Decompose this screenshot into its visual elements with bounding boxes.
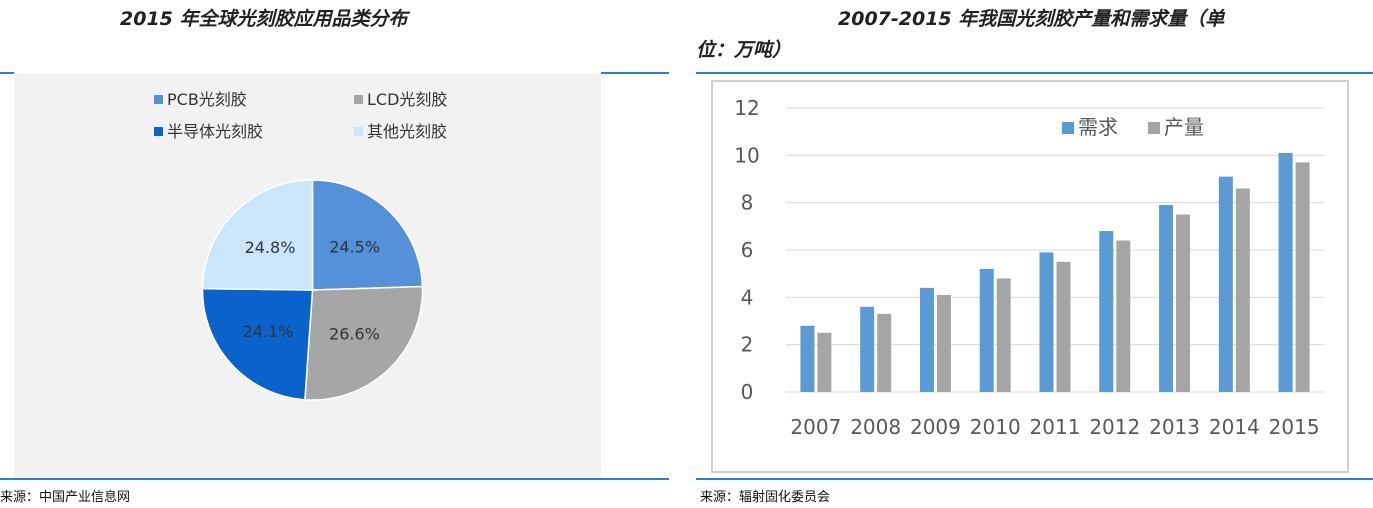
bar-demand	[1099, 231, 1114, 392]
bar-demand	[979, 268, 994, 392]
bar-demand	[1218, 176, 1233, 392]
pie-slice-label: 24.1%	[243, 322, 294, 341]
pie-legend-label: PCB光刻胶	[167, 90, 247, 109]
pie-slice	[201, 179, 314, 291]
pie-slice	[201, 287, 314, 401]
bar-chart: 0 2 4 6 8 10 12 2007 2008 2009 2010 2011 2012 2013 20…	[734, 96, 1324, 439]
bar-production	[936, 294, 951, 392]
bar-demand	[860, 306, 875, 392]
bar-x-tick-label: 2013	[1149, 415, 1200, 439]
bar-chart-title-line1: 2007-2015 年我国光刻胶产量和需求量（单	[838, 8, 1225, 30]
right-top-rule	[696, 72, 1373, 74]
bar-legend-label: 产量	[1164, 115, 1204, 139]
bar-y-tick-label: 2	[741, 333, 754, 357]
pie-chart-title: 2015 年全球光刻胶应用品类分布	[120, 8, 408, 30]
bar-production	[996, 278, 1011, 392]
pie-chart-panel: PCB光刻胶 LCD光刻胶半导体光刻胶 其他光刻胶 24.5% 26.6% 24.1% 2…	[14, 74, 601, 478]
bar-x-tick-label: 2014	[1209, 415, 1260, 439]
bar-x-tick-label: 2008	[850, 415, 901, 439]
bar-y-tick-label: 6	[741, 238, 754, 262]
bar-y-tick-label: 0	[741, 380, 754, 404]
left-top-rule-b	[601, 72, 669, 74]
bar-y-tick-label: 10	[734, 143, 759, 167]
bar-y-tick-label: 12	[734, 96, 759, 120]
pie-slice-label: 24.5%	[329, 238, 380, 257]
bar-y-tick-label: 8	[741, 191, 754, 215]
pie-legend-label: 其他光刻胶	[367, 122, 447, 141]
bar-chart-source: 来源：辐射固化委员会	[700, 490, 831, 505]
bar-production	[1176, 214, 1191, 392]
pie-slice	[304, 285, 424, 401]
pie-legend-swatch	[154, 95, 163, 104]
bar-y-tick-label: 4	[741, 285, 754, 309]
pie-legend-label: LCD光刻胶	[367, 90, 447, 109]
bar-x-tick-label: 2015	[1269, 415, 1320, 439]
left-bottom-rule	[0, 478, 669, 480]
bar-chart-title-line2: 位：万吨）	[696, 39, 792, 61]
pie-slice	[311, 179, 424, 291]
bar-production	[1235, 188, 1250, 392]
pie-legend-swatch	[354, 95, 363, 104]
right-bottom-rule	[696, 478, 1373, 480]
bar-production	[1056, 261, 1071, 392]
bar-x-tick-label: 2011	[1030, 415, 1081, 439]
pie-legend-swatch	[154, 127, 163, 136]
bar-legend-label: 需求	[1078, 115, 1118, 139]
pie-legend-swatch	[354, 127, 363, 136]
bar-legend-swatch	[1062, 122, 1074, 134]
bar-production	[1295, 162, 1310, 392]
pie-slice-label: 24.8%	[245, 238, 296, 257]
bar-demand	[1278, 152, 1293, 392]
bar-production	[1116, 240, 1131, 392]
pie-slice-label: 26.6%	[329, 325, 380, 344]
bar-demand	[1159, 205, 1174, 392]
left-top-rule-a	[0, 72, 14, 74]
bar-production	[817, 332, 832, 392]
bar-chart-frame: 0 2 4 6 8 10 12 2007 2008 2009 2010 2011 2012 2013 20…	[711, 80, 1349, 473]
bar-x-tick-label: 2009	[910, 415, 961, 439]
bar-x-tick-label: 2007	[790, 415, 841, 439]
bar-demand	[800, 325, 815, 392]
bar-legend-swatch	[1148, 122, 1160, 134]
bar-x-tick-label: 2012	[1089, 415, 1140, 439]
pie-legend-label: 半导体光刻胶	[167, 122, 263, 141]
bar-demand	[1039, 252, 1054, 392]
pie-chart-source: 来源：中国产业信息网	[0, 490, 131, 505]
bar-demand	[919, 287, 934, 392]
bar-production	[877, 313, 892, 392]
bar-x-tick-label: 2010	[970, 415, 1021, 439]
